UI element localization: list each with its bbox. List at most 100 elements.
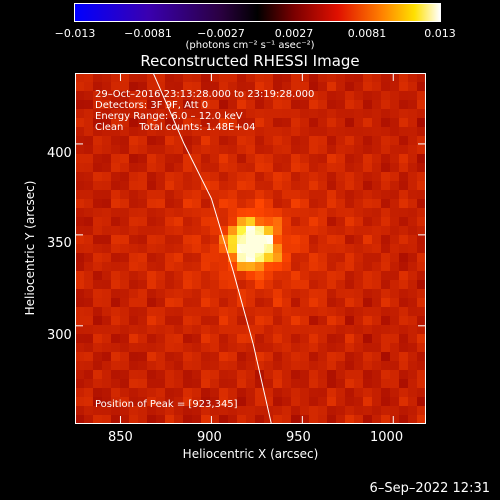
heatmap-cell (273, 289, 283, 299)
heatmap-cell (327, 127, 337, 137)
heatmap-cell (93, 217, 103, 227)
heatmap-cell (318, 370, 328, 380)
heatmap-cell (93, 73, 103, 83)
heatmap-cell (327, 343, 337, 353)
heatmap-cell (282, 136, 292, 146)
heatmap-cell (390, 163, 400, 173)
heatmap-cell (372, 406, 382, 416)
heatmap-cell (156, 100, 166, 110)
heatmap-cell (174, 226, 184, 236)
heatmap-cell (129, 199, 139, 209)
heatmap-cell (363, 73, 373, 83)
heatmap-cell (363, 154, 373, 164)
heatmap-cell (345, 163, 355, 173)
heatmap-cell (417, 244, 426, 254)
heatmap-cell (246, 199, 256, 209)
heatmap-cell (237, 82, 247, 92)
heatmap-cell (345, 352, 355, 362)
heatmap-cell (174, 361, 184, 371)
heatmap-cell (408, 145, 418, 155)
heatmap-cell (93, 361, 103, 371)
heatmap-cell (417, 235, 426, 245)
heatmap-cell (264, 379, 274, 389)
heatmap-cell (192, 280, 202, 290)
heatmap-cell (354, 217, 364, 227)
heatmap-cell (318, 316, 328, 326)
heatmap-cell (345, 172, 355, 182)
heatmap-cell (399, 91, 409, 101)
heatmap-cell (309, 199, 319, 209)
heatmap-cell (399, 262, 409, 272)
heatmap-cell (417, 388, 426, 398)
heatmap-cell (417, 82, 426, 92)
heatmap-cell (165, 244, 175, 254)
heatmap-cell (354, 343, 364, 353)
heatmap-cell (129, 244, 139, 254)
heatmap-cell (183, 82, 193, 92)
heatmap-cell (84, 226, 94, 236)
heatmap-cell (93, 172, 103, 182)
heatmap-cell (219, 226, 229, 236)
heatmap-cell (345, 343, 355, 353)
heatmap-cell (264, 307, 274, 317)
heatmap-cell (390, 406, 400, 416)
heatmap-cell (327, 82, 337, 92)
heatmap-cell (327, 316, 337, 326)
heatmap-cell (300, 307, 310, 317)
heatmap-cell (408, 253, 418, 263)
heatmap-cell (102, 145, 112, 155)
heatmap-cell (228, 172, 238, 182)
heatmap-cell (129, 388, 139, 398)
heatmap-cell (75, 280, 85, 290)
heatmap-cell (318, 262, 328, 272)
heatmap-cell (354, 316, 364, 326)
heatmap-cell (228, 127, 238, 137)
heatmap-cell (84, 82, 94, 92)
heatmap-cell (93, 109, 103, 119)
heatmap-cell (381, 298, 391, 308)
heatmap-cell (399, 154, 409, 164)
heatmap-cell (291, 217, 301, 227)
heatmap-cell (75, 109, 85, 119)
heatmap-cell (93, 397, 103, 407)
heatmap-cell (255, 379, 265, 389)
heatmap-cell (93, 316, 103, 326)
heatmap-cell (327, 136, 337, 146)
heatmap-cell (228, 406, 238, 416)
heatmap-cell (147, 244, 157, 254)
heatmap-cell (282, 415, 292, 424)
heatmap-cell (183, 100, 193, 110)
heatmap-cell (219, 163, 229, 173)
heatmap-cell (75, 370, 85, 380)
heatmap-cell (246, 253, 256, 263)
heatmap-cell (147, 226, 157, 236)
heatmap-cell (111, 352, 121, 362)
heatmap-cell (381, 262, 391, 272)
heatmap-cell (408, 343, 418, 353)
heatmap-cell (237, 289, 247, 299)
heatmap-cell (237, 307, 247, 317)
heatmap-cell (399, 136, 409, 146)
heatmap-cell (309, 154, 319, 164)
heatmap-cell (390, 172, 400, 182)
heatmap-cell (147, 370, 157, 380)
heatmap-cell (192, 352, 202, 362)
heatmap-cell (381, 208, 391, 218)
heatmap-cell (273, 280, 283, 290)
heatmap-cell (363, 334, 373, 344)
heatmap-cell (228, 109, 238, 119)
heatmap-cell (381, 334, 391, 344)
heatmap-cell (408, 271, 418, 281)
heatmap-cell (183, 325, 193, 335)
heatmap-cell (84, 379, 94, 389)
heatmap-cell (219, 316, 229, 326)
heatmap-cell (219, 307, 229, 317)
heatmap-cell (129, 217, 139, 227)
heatmap-cell (75, 307, 85, 317)
heatmap-cell (372, 316, 382, 326)
heatmap-cell (291, 244, 301, 254)
heatmap-cell (129, 73, 139, 83)
heatmap-cell (201, 91, 211, 101)
heatmap-cell (102, 109, 112, 119)
heatmap-cell (201, 406, 211, 416)
